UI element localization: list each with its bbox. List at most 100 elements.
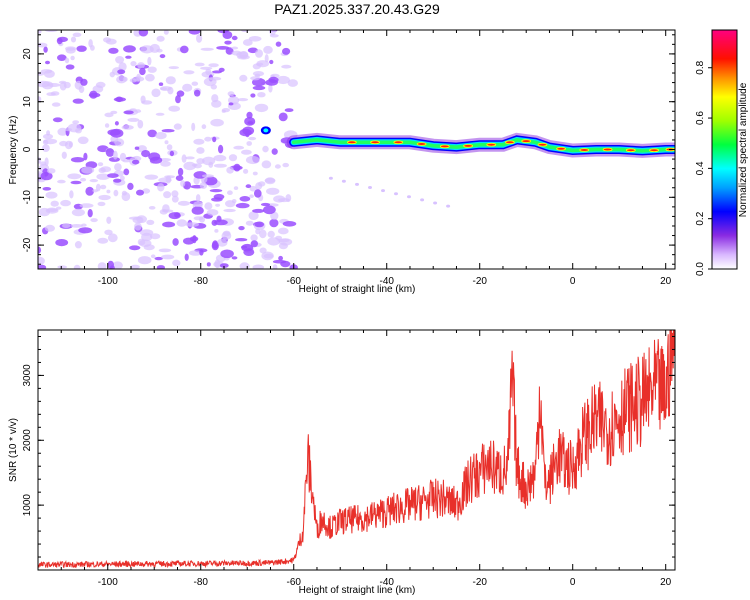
noise-blob xyxy=(70,224,84,228)
noise-blob xyxy=(271,148,278,155)
noise-blob xyxy=(132,216,144,224)
x-tick-label: 20 xyxy=(660,276,672,287)
noise-blob xyxy=(42,187,52,191)
x-tick-label: 0 xyxy=(570,276,576,287)
noise-blob xyxy=(200,47,214,51)
noise-blob xyxy=(164,140,169,145)
noise-blob xyxy=(114,121,119,126)
noise-blob xyxy=(206,262,211,267)
noise-blob xyxy=(100,166,112,173)
noise-blob xyxy=(182,83,193,92)
noise-blob xyxy=(58,80,67,84)
signal-track-peak xyxy=(537,142,548,147)
x-tick-label: -80 xyxy=(194,577,209,588)
noise-blob xyxy=(252,171,258,176)
noise-blob xyxy=(38,96,42,103)
noise-blob xyxy=(112,261,123,269)
noise-blob xyxy=(269,59,274,65)
noise-blob xyxy=(112,150,118,160)
noise-blob xyxy=(257,92,266,98)
noise-blob xyxy=(180,45,189,54)
noise-blob xyxy=(243,168,249,174)
signal-track-inner xyxy=(291,138,675,153)
noise-blob xyxy=(106,189,111,194)
snr-frame xyxy=(37,329,676,571)
noise-blob xyxy=(277,227,289,235)
noise-blob xyxy=(255,228,261,235)
noise-blob xyxy=(175,175,184,182)
snr-y-ticks: 1000 2000 3000 xyxy=(22,335,675,571)
noise-blob xyxy=(196,147,205,154)
noise-blob xyxy=(79,203,94,208)
noise-blob xyxy=(110,128,124,138)
noise-blob xyxy=(231,199,237,204)
noise-blob xyxy=(38,71,45,76)
noise-blob xyxy=(168,66,179,70)
noise-blob xyxy=(63,81,71,89)
noise-blob xyxy=(154,256,163,261)
noise-blob xyxy=(140,45,154,54)
noise-blob xyxy=(38,246,42,254)
noise-blob xyxy=(121,125,134,130)
colorbar-tick-label: 0.4 xyxy=(695,161,706,175)
snr-x-ticks: -100 -80 -60 -40 -20 0 20 xyxy=(37,330,672,588)
noise-blob xyxy=(78,227,93,234)
colorbar-gradient xyxy=(711,29,738,270)
noise-blob xyxy=(250,234,258,242)
signal-track-peak xyxy=(579,148,590,152)
noise-blob xyxy=(242,39,253,46)
noise-blob xyxy=(97,237,109,244)
colorbar-tick-label: 0.8 xyxy=(695,60,706,74)
x-tick-label: -60 xyxy=(287,276,302,287)
noise-blob xyxy=(165,76,176,85)
noise-blob xyxy=(158,82,164,86)
noise-blob xyxy=(90,218,98,223)
noise-blob xyxy=(83,152,88,161)
noise-blob xyxy=(174,212,181,218)
noise-blob xyxy=(272,259,287,264)
x-tick-label: -40 xyxy=(379,276,394,287)
noise-blob xyxy=(176,219,188,227)
noise-blob xyxy=(219,263,229,268)
noise-blob xyxy=(191,122,196,132)
noise-blob xyxy=(127,182,134,190)
noise-blob xyxy=(116,75,127,84)
signal-track-peak xyxy=(370,140,381,145)
noise-blob xyxy=(132,159,140,165)
noise-blob xyxy=(50,200,59,207)
noise-blob xyxy=(108,47,119,54)
noise-blob xyxy=(214,259,221,269)
noise-blob xyxy=(355,182,359,186)
noise-blob xyxy=(220,249,234,259)
noise-blob xyxy=(262,145,269,153)
noise-blob xyxy=(57,54,67,61)
noise-blob xyxy=(134,146,140,150)
signal-track-peak xyxy=(649,148,659,153)
noise-blob xyxy=(264,177,276,185)
noise-blob xyxy=(147,66,157,73)
noise-blob xyxy=(185,222,199,228)
noise-blob xyxy=(247,121,254,125)
noise-blob xyxy=(252,264,265,269)
noise-blob xyxy=(381,189,385,193)
noise-blob xyxy=(226,166,234,174)
noise-blob xyxy=(267,230,275,238)
noise-blob xyxy=(136,189,144,196)
y-tick-label: -20 xyxy=(22,237,33,252)
noise-blob xyxy=(272,264,278,269)
noise-blob xyxy=(80,177,87,182)
noise-blob xyxy=(40,171,53,181)
noise-blob xyxy=(161,254,175,260)
noise-blob xyxy=(270,73,280,78)
noise-blob xyxy=(70,157,85,163)
noise-blob xyxy=(110,110,118,115)
noise-blob xyxy=(155,112,165,116)
noise-blob xyxy=(248,136,257,141)
noise-blob xyxy=(446,204,451,208)
noise-blob xyxy=(147,56,152,66)
signal-track-peak xyxy=(346,140,357,145)
colorbar: 0.0 0.2 0.4 0.6 0.8 Normalized spectral ampl… xyxy=(695,29,749,276)
noise-blob xyxy=(276,75,291,85)
noise-blob xyxy=(140,95,146,104)
